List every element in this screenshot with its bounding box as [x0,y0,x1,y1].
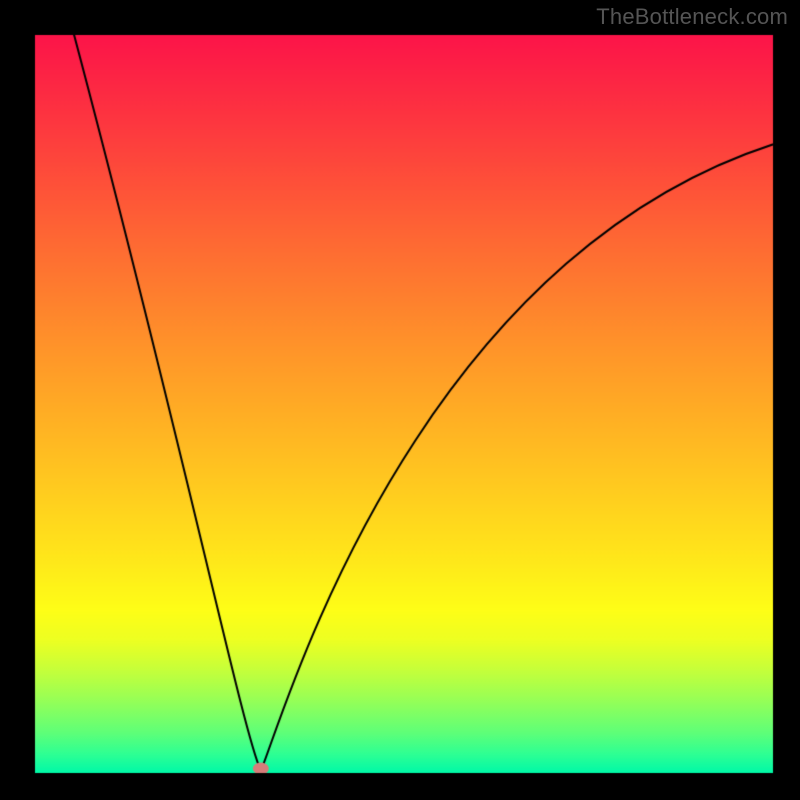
chart-container: TheBottleneck.com [0,0,800,800]
bottleneck-chart-canvas [0,0,800,800]
